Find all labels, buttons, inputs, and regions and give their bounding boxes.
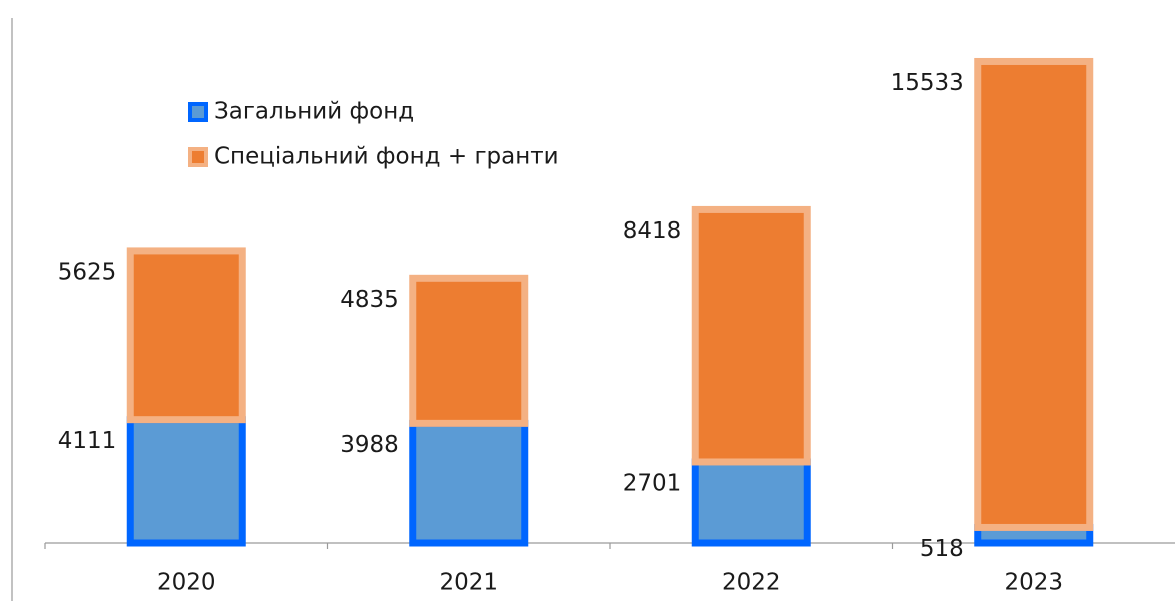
bar-segment [409,419,529,547]
bar-segment [126,247,246,424]
data-label: 15533 [891,70,964,96]
legend-swatch [188,102,208,122]
bar-segment [691,458,811,547]
data-label: 5625 [58,259,117,285]
x-tick-label: 2021 [439,570,498,596]
x-tick-label: 2022 [722,570,781,596]
legend-label: Спеціальний фонд + гранти [214,144,559,170]
legend-label: Загальний фонд [214,99,414,125]
legend-swatch [188,147,208,167]
bar-segment [126,416,246,547]
data-label: 3988 [340,432,399,458]
data-label: 8418 [623,218,682,244]
data-label: 2701 [623,470,682,496]
data-label: 4835 [340,287,399,313]
x-tick-label: 2023 [1004,570,1063,596]
bar-segment [974,57,1094,531]
bar-segment [691,205,811,466]
bar-segment [409,274,529,427]
data-label: 518 [920,536,964,562]
x-tick-label: 2020 [157,570,216,596]
data-label: 4111 [58,428,117,454]
